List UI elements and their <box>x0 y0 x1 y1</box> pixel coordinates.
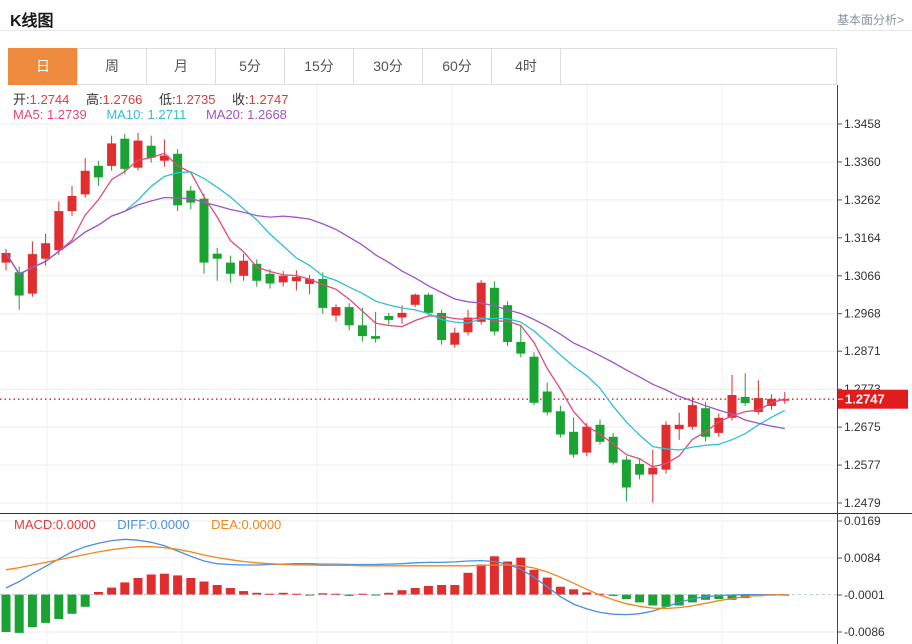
period-tab-周[interactable]: 周 <box>77 48 147 85</box>
low-label: 低: <box>159 92 176 107</box>
axis-labels: 1.3458 1.3360 1.3262 1.3164 1.3066 1.2968 1.28… <box>838 117 885 639</box>
high-value: 1.2766 <box>102 92 143 107</box>
macd-histogram <box>1 556 790 633</box>
grid-layer <box>0 85 837 644</box>
period-tab-月[interactable]: 月 <box>146 48 216 85</box>
price-tick-label: 1.2871 <box>844 344 881 358</box>
price-tick-label: 1.2968 <box>844 307 881 321</box>
price-tick-label: 1.3458 <box>844 117 881 131</box>
candles-layer <box>1 132 790 503</box>
dea-line <box>5 546 785 610</box>
ma10-line <box>5 171 786 451</box>
ma20-legend: MA20: 1.2668 <box>205 107 287 122</box>
ma20-line <box>5 196 785 430</box>
ma10-legend: MA10: 1.2711 <box>106 107 187 122</box>
period-tab-5分[interactable]: 5分 <box>215 48 285 85</box>
fundamental-analysis-link[interactable]: 基本面分析> <box>836 13 904 27</box>
macd-tick-label: 0.0084 <box>844 551 881 565</box>
macd-value: MACD:0.0000 <box>14 517 96 532</box>
low-value: 1.2735 <box>175 92 216 107</box>
ma-lines <box>5 152 786 468</box>
macd-tick-label: -0.0001 <box>844 588 885 602</box>
macd-tick-label: 0.0169 <box>844 514 881 528</box>
price-tick-label: 1.2675 <box>844 420 881 434</box>
price-tick-label: 1.2577 <box>844 458 881 472</box>
open-label: 开: <box>13 92 30 107</box>
price-tick-label: 1.3262 <box>844 193 881 207</box>
diff-line <box>5 538 785 616</box>
price-tick-label: 1.2479 <box>844 496 881 510</box>
period-tab-60分[interactable]: 60分 <box>422 48 492 85</box>
ma-legend: MA5: 1.2739 MA10: 1.2711 MA20: 1.2668 <box>13 107 287 122</box>
current-price-tag: 1.2747 <box>838 389 908 409</box>
open-value: 1.2744 <box>29 92 70 107</box>
page-title: K线图 <box>10 13 54 30</box>
axes-layer <box>0 85 912 644</box>
header-divider <box>0 30 912 31</box>
price-tick-label: 1.3066 <box>844 269 881 283</box>
period-tab-30分[interactable]: 30分 <box>353 48 423 85</box>
macd-legend: MACD:0.0000 DIFF:0.0000 DEA:0.0000 <box>14 517 281 532</box>
close-value: 1.2747 <box>248 92 289 107</box>
macd-lines <box>5 538 785 616</box>
tabbar-filler <box>560 48 837 85</box>
period-tabbar: 日周月 5分 15分 30分 60分 4时 <box>8 48 837 85</box>
price-tick-label: 1.3360 <box>844 155 881 169</box>
close-label: 收: <box>232 92 249 107</box>
ohlc-legend: 开:1.2744 高:1.2766 低:1.2735 收:1.2747 <box>13 89 301 108</box>
period-tab-日[interactable]: 日 <box>8 48 78 85</box>
period-tab-15分[interactable]: 15分 <box>284 48 354 85</box>
price-tick-label: 1.3164 <box>844 231 881 245</box>
ma5-legend: MA5: 1.2739 <box>13 107 87 122</box>
macd-tick-label: -0.0086 <box>844 625 885 639</box>
high-label: 高: <box>86 92 103 107</box>
diff-value: DIFF:0.0000 <box>117 517 190 532</box>
period-tab-4时[interactable]: 4时 <box>491 48 561 85</box>
dea-value: DEA:0.0000 <box>211 517 282 532</box>
current-price-value: 1.2747 <box>845 392 885 407</box>
ma5-line <box>5 152 785 468</box>
